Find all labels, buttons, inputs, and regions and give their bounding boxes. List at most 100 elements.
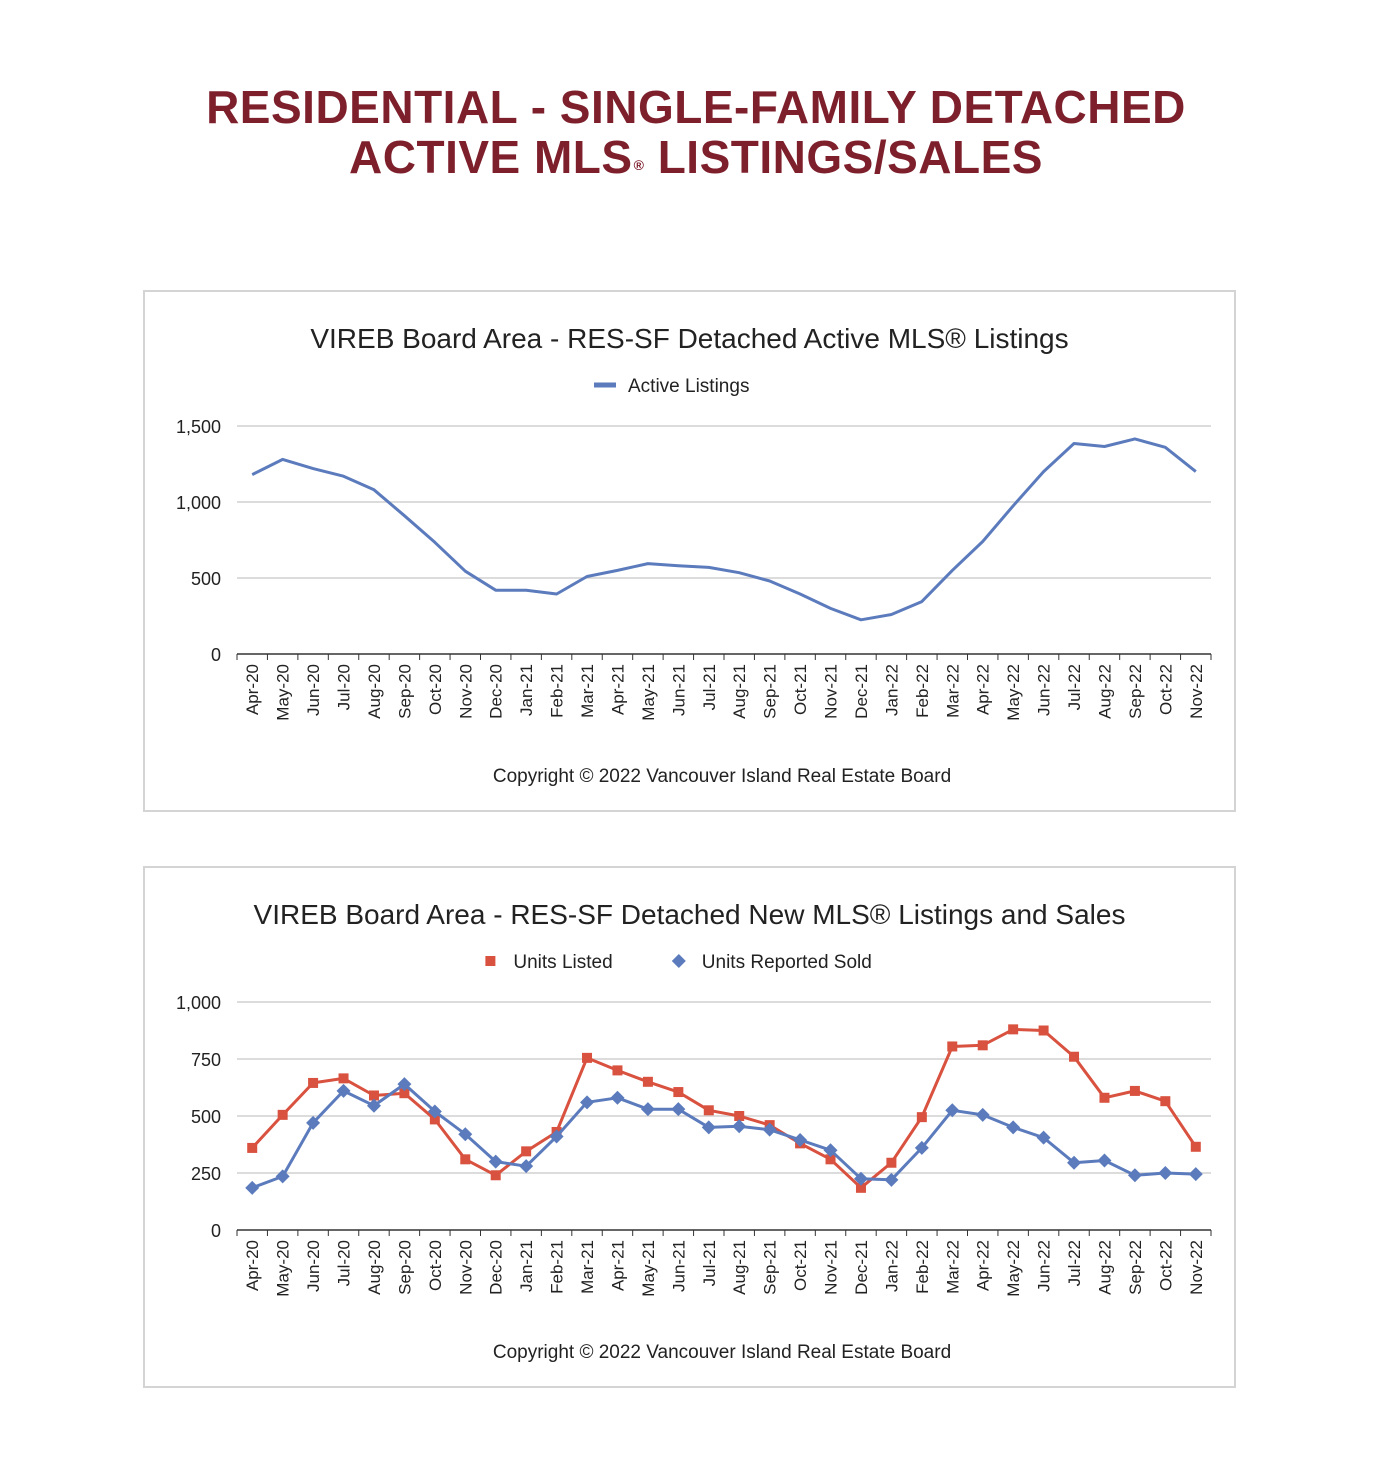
sales-chart-series-0-point xyxy=(490,1170,501,1181)
page-title-line-2: ACTIVE MLS® LISTINGS/SALES xyxy=(0,132,1392,182)
active-chart-x-tick-label: Sep-22 xyxy=(1126,664,1145,719)
active-chart-y-tick-label: 500 xyxy=(191,569,221,589)
sales-chart-x-tick-label: Oct-20 xyxy=(426,1240,445,1291)
sales-chart-series-1-point xyxy=(610,1090,625,1105)
sales-chart-series-1-point xyxy=(1067,1155,1082,1170)
sales-chart-series-1-point xyxy=(671,1102,686,1117)
active-chart-x-tick-label: Jun-22 xyxy=(1035,664,1054,716)
sales-chart-series-0-point xyxy=(1129,1085,1140,1096)
active-chart-x-tick-label: Oct-22 xyxy=(1156,664,1175,715)
active-chart-x-tick-label: Mar-22 xyxy=(943,664,962,718)
sales-chart-series-1-point xyxy=(1097,1153,1112,1168)
page-title-line-1: RESIDENTIAL - SINGLE-FAMILY DETACHED xyxy=(206,81,1186,133)
active-chart-y-tick-label: 1,500 xyxy=(176,417,221,437)
sales-chart-x-tick-label: Jan-21 xyxy=(517,1240,536,1292)
legend-marker-swatch xyxy=(485,956,496,966)
sales-chart-x-tick-label: Mar-21 xyxy=(578,1240,597,1294)
sales-chart-x-tick-label: Jun-22 xyxy=(1035,1240,1054,1292)
sales-chart-legend-item-1: Units Reported Sold xyxy=(671,952,872,973)
sales-chart-series-0-point xyxy=(673,1087,684,1098)
sales-chart-series-0-point xyxy=(734,1111,745,1121)
listings-sales-chart-svg: VIREB Board Area - RES-SF Detached New M… xyxy=(176,899,1212,1363)
page-title: RESIDENTIAL - SINGLE-FAMILY DETACHED ACT… xyxy=(0,82,1392,182)
sales-chart-x-tick-label: Mar-22 xyxy=(943,1240,962,1294)
sales-chart-x-tick-label: Jul-20 xyxy=(335,1240,354,1286)
sales-chart-x-tick-label: Feb-21 xyxy=(548,1240,567,1294)
sales-chart-x-tick-label: Aug-20 xyxy=(365,1240,384,1295)
sales-chart-series-0-point xyxy=(1038,1025,1049,1036)
active-chart-x-tick-label: Dec-20 xyxy=(487,664,506,719)
sales-chart-x-tick-label: Aug-22 xyxy=(1095,1240,1114,1295)
active-chart-x-tick-label: Nov-21 xyxy=(822,664,841,719)
active-chart-x-tick-label: Apr-22 xyxy=(974,664,993,715)
active-chart-copyright: Copyright © 2022 Vancouver Island Real E… xyxy=(493,766,951,787)
active-chart-x-tick-label: Oct-21 xyxy=(791,664,810,715)
sales-chart-series-1-point xyxy=(275,1169,290,1184)
sales-chart-x-tick-label: Dec-20 xyxy=(487,1240,506,1295)
sales-chart-series-1-point xyxy=(884,1172,899,1187)
sales-chart-series-0-point xyxy=(277,1109,288,1120)
active-chart-legend-item-0: Active Listings xyxy=(594,376,749,397)
sales-chart-series-1-point xyxy=(519,1159,534,1174)
sales-chart-x-tick-label: Oct-21 xyxy=(791,1240,810,1291)
sales-chart-x-tick-label: Aug-21 xyxy=(730,1240,749,1295)
sales-chart-y-tick-label: 500 xyxy=(191,1107,221,1127)
sales-chart-series-0-point xyxy=(460,1154,471,1165)
sales-chart-legend-item-0: Units Listed xyxy=(485,952,613,973)
active-chart-y-tick-label: 1,000 xyxy=(176,493,221,513)
sales-chart-series-0-point xyxy=(368,1090,379,1101)
sales-chart-series-0-point xyxy=(399,1088,410,1099)
sales-chart-series-0-point xyxy=(703,1105,714,1116)
sales-chart-x-tick-label: Jan-22 xyxy=(882,1240,901,1292)
active-chart-x-tick-label: Dec-21 xyxy=(852,664,871,719)
sales-chart-series-0-point xyxy=(1160,1096,1171,1107)
sales-chart-series-1-point xyxy=(245,1180,260,1195)
active-chart-x-tick-label: Nov-20 xyxy=(456,664,475,719)
sales-chart-x-tick-label: May-20 xyxy=(274,1240,293,1297)
sales-chart-x-tick-label: Apr-20 xyxy=(243,1240,262,1291)
sales-chart-series-0-point xyxy=(247,1142,258,1153)
sales-chart-x-tick-label: Apr-22 xyxy=(974,1240,993,1291)
sales-chart-series-1-point xyxy=(488,1154,503,1169)
sales-chart-series-0-point xyxy=(612,1065,623,1076)
listings-sales-chart: VIREB Board Area - RES-SF Detached New M… xyxy=(143,866,1236,1388)
sales-chart-series-1-point xyxy=(914,1140,929,1155)
active-chart-x-tick-label: Apr-20 xyxy=(243,664,262,715)
legend-label: Units Reported Sold xyxy=(702,952,872,973)
sales-chart-series-1-point xyxy=(1188,1167,1203,1182)
sales-chart-series-0-point xyxy=(642,1076,653,1087)
sales-chart-x-tick-label: Oct-22 xyxy=(1156,1240,1175,1291)
sales-chart-series-0-point xyxy=(338,1073,349,1084)
sales-chart-y-tick-label: 250 xyxy=(191,1164,221,1184)
sales-chart-x-tick-label: Feb-22 xyxy=(913,1240,932,1294)
sales-chart-series-1-point xyxy=(306,1115,321,1130)
sales-chart-series-line-0 xyxy=(251,1027,1198,1190)
sales-chart-x-tick-label: Dec-21 xyxy=(852,1240,871,1295)
active-chart-x-tick-label: Nov-22 xyxy=(1187,664,1206,719)
sales-chart-x-tick-label: Jul-22 xyxy=(1065,1240,1084,1286)
sales-chart-title: VIREB Board Area - RES-SF Detached New M… xyxy=(254,899,1126,930)
sales-chart-x-tick-label: Jun-20 xyxy=(304,1240,323,1292)
active-chart-x-tick-label: Feb-22 xyxy=(913,664,932,718)
active-chart-x-tick-label: Aug-21 xyxy=(730,664,749,719)
sales-chart-series-0-point xyxy=(582,1052,593,1063)
sales-chart-copyright: Copyright © 2022 Vancouver Island Real E… xyxy=(493,1342,951,1363)
sales-chart-x-tick-label: Jul-21 xyxy=(700,1240,719,1286)
active-chart-x-tick-label: Jun-20 xyxy=(304,664,323,716)
active-chart-x-tick-label: Jul-21 xyxy=(700,664,719,710)
sales-chart-series-1-point xyxy=(458,1127,473,1142)
active-listings-chart: VIREB Board Area - RES-SF Detached Activ… xyxy=(143,290,1236,812)
sales-chart-series-0-point xyxy=(521,1146,532,1157)
sales-chart-x-tick-label: Nov-22 xyxy=(1187,1240,1206,1295)
sales-chart-series-0-point xyxy=(1008,1024,1019,1035)
sales-chart-series-1-point xyxy=(701,1120,716,1135)
sales-chart-series-1-point xyxy=(1036,1130,1051,1145)
active-chart-x-tick-label: Feb-21 xyxy=(548,664,567,718)
sales-chart-series-1-point xyxy=(793,1132,808,1147)
active-chart-x-tick-label: Apr-21 xyxy=(608,664,627,715)
sales-chart-x-tick-label: Nov-20 xyxy=(456,1240,475,1295)
sales-chart-series-1-point xyxy=(762,1122,777,1137)
sales-chart-x-tick-label: Sep-22 xyxy=(1126,1240,1145,1295)
sales-chart-series-0-point xyxy=(977,1040,988,1051)
active-chart-x-tick-label: May-22 xyxy=(1004,664,1023,721)
